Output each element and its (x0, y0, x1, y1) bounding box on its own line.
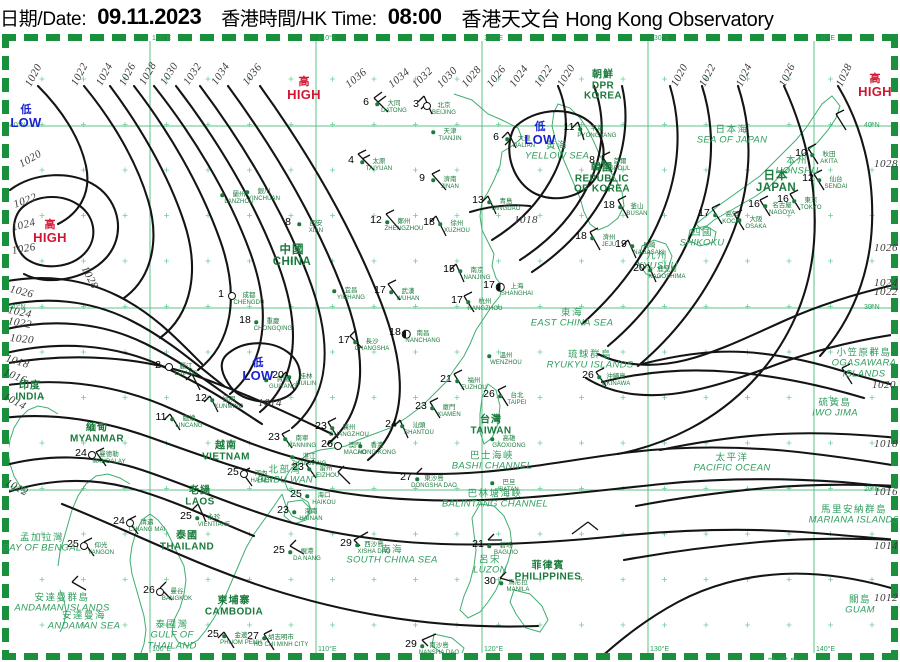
time-value: 08:00 (387, 4, 442, 29)
border-top (2, 34, 898, 41)
coastlines (7, 93, 853, 660)
border-bottom (2, 653, 898, 660)
graticule-ticks (149, 108, 649, 144)
date-value: 09.11.2023 (97, 4, 202, 29)
time-label: 香港時間/HK Time: (221, 8, 377, 30)
map-canvas (2, 34, 898, 660)
surface-analysis-map[interactable]: 100°E 100°E 110°E 110°E 120°E 120°E 130°E 130°E… (2, 34, 898, 660)
organisation-name: 香港天文台 Hong Kong Observatory (461, 8, 774, 31)
date-label: 日期/Date: (0, 8, 87, 30)
isobars (2, 84, 898, 660)
border-right (891, 34, 898, 660)
graticule-crosses (39, 76, 875, 628)
wind-barbs (71, 91, 853, 651)
chart-header: 日期/Date: 09.11.2023 香港時間/HK Time: 08:00 … (0, 0, 900, 34)
graticule-major (2, 34, 898, 660)
border-left (2, 34, 9, 660)
